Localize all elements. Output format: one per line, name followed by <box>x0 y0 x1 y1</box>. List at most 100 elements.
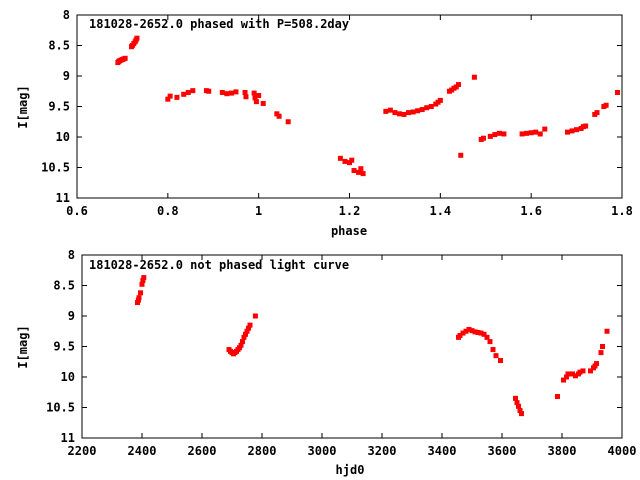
data-point <box>276 113 282 119</box>
data-point <box>472 329 478 335</box>
y-tick-label: 11 <box>56 191 70 205</box>
x-axis-label: phase <box>331 224 367 238</box>
data-point <box>224 91 230 97</box>
data-point <box>519 131 525 137</box>
data-point <box>542 126 548 132</box>
y-tick-label: 10.5 <box>46 401 75 415</box>
data-point <box>603 102 609 108</box>
chart-title: 181028-2652.0 not phased light curve <box>89 258 349 272</box>
data-point <box>256 93 262 99</box>
data-point <box>358 166 364 172</box>
data-point <box>419 107 425 113</box>
data-point <box>458 152 464 158</box>
data-point <box>463 328 469 334</box>
plot-frame <box>76 14 623 199</box>
y-tick-label: 10 <box>61 370 75 384</box>
data-point <box>242 89 248 95</box>
data-point <box>228 90 234 96</box>
x-tick-label: 4000 <box>608 444 637 458</box>
y-tick-label: 10.5 <box>41 161 70 175</box>
data-point <box>594 110 600 116</box>
data-point <box>492 132 498 138</box>
y-axis-label: I[mag] <box>16 85 30 128</box>
data-point <box>496 130 502 136</box>
data-point <box>516 403 521 409</box>
data-point <box>252 313 258 319</box>
data-point <box>167 93 173 99</box>
data-point <box>219 89 225 95</box>
x-axis-label: hjd0 <box>336 463 365 477</box>
data-point <box>247 322 253 328</box>
data-point <box>513 395 518 401</box>
data-point <box>466 326 472 332</box>
data-point <box>342 158 348 164</box>
data-point <box>190 88 196 94</box>
data-point <box>588 368 593 374</box>
data-point <box>484 334 490 340</box>
data-point <box>580 368 586 374</box>
data-point <box>457 333 463 339</box>
data-point <box>241 334 247 340</box>
data-point <box>437 97 443 103</box>
data-point <box>537 131 543 137</box>
data-point <box>565 371 571 377</box>
data-point <box>501 131 507 137</box>
data-point <box>251 90 257 96</box>
data-point <box>181 91 187 97</box>
data-point <box>206 88 212 94</box>
data-point <box>396 111 402 117</box>
data-point <box>478 330 484 336</box>
data-point <box>514 400 520 406</box>
data-point <box>487 339 493 345</box>
data-point <box>337 155 343 161</box>
data-point <box>122 55 128 61</box>
data-point <box>252 95 258 101</box>
x-tick-label: 0.8 <box>157 204 179 218</box>
data-point <box>561 377 566 383</box>
y-tick-label: 8.5 <box>53 279 75 293</box>
data-point <box>136 295 142 301</box>
data-point <box>392 110 398 116</box>
data-point <box>604 328 610 334</box>
data-point <box>570 371 575 377</box>
x-tick-label: 0.6 <box>66 204 88 218</box>
data-point <box>351 168 357 174</box>
x-tick-label: 1.8 <box>611 204 633 218</box>
data-point <box>360 171 366 177</box>
data-point <box>285 119 291 125</box>
data-point <box>428 104 434 109</box>
y-tick-label: 8.5 <box>48 39 70 53</box>
y-tick-label: 8 <box>63 8 70 22</box>
data-point <box>471 74 477 80</box>
x-tick-label: 1.2 <box>339 204 361 218</box>
y-axis-label: I[mag] <box>16 325 30 368</box>
data-point <box>614 89 620 95</box>
y-tick-label: 9.5 <box>48 100 70 114</box>
data-point <box>406 110 412 116</box>
data-point <box>517 408 523 414</box>
data-point <box>260 100 266 106</box>
data-point <box>140 278 146 284</box>
data-point <box>253 99 259 105</box>
data-point <box>244 328 250 334</box>
data-point <box>134 35 140 41</box>
data-point <box>573 373 578 379</box>
data-point <box>246 325 251 331</box>
data-point <box>349 157 355 163</box>
data-point <box>598 350 604 356</box>
y-tick-label: 8 <box>68 248 75 262</box>
data-point <box>139 281 145 287</box>
data-point <box>141 275 147 281</box>
data-point <box>240 339 245 345</box>
x-tick-label: 1.4 <box>429 204 451 218</box>
data-point <box>138 290 143 296</box>
x-tick-label: 1.6 <box>520 204 542 218</box>
data-point <box>555 394 560 400</box>
data-point <box>577 369 583 375</box>
x-tick-label: 2400 <box>128 444 157 458</box>
data-point <box>383 108 389 114</box>
x-tick-label: 3200 <box>368 444 397 458</box>
data-point <box>574 127 580 133</box>
data-point <box>493 353 499 359</box>
